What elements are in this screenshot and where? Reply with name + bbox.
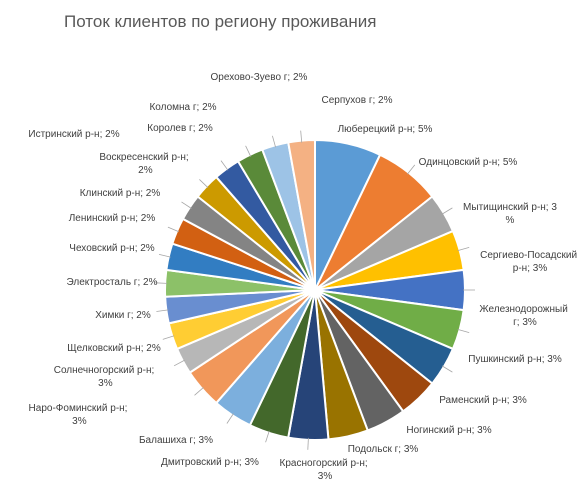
slice-label: Одинцовский р-н; 5%: [419, 157, 518, 168]
slice-label: Пушкинский р-н; 3%: [468, 354, 562, 365]
leader-line: [194, 387, 204, 396]
slice-label: Солнечногорский р-н; 3%: [54, 365, 155, 389]
leader-line: [457, 247, 470, 251]
leader-line: [155, 282, 168, 284]
slice-label: Дмитровский р-н; 3%: [161, 457, 259, 468]
slice-label: Истринский р-н; 2%: [28, 129, 119, 140]
leader-line: [167, 226, 180, 233]
slice-label: Сергиево-Посадский р-н; 3%: [480, 250, 580, 274]
leader-line: [300, 130, 303, 143]
leader-line: [226, 413, 234, 424]
slice-label: Балашиха г; 3%: [139, 435, 213, 446]
slice-label: Клинский р-н; 2%: [80, 188, 161, 199]
slice-label: Королев г; 2%: [147, 123, 213, 134]
pie-slices: [164, 138, 466, 441]
leader-line: [265, 430, 270, 443]
slice-label: Чеховский р-н; 2%: [69, 243, 155, 254]
slice-label: Коломна г; 2%: [149, 102, 216, 113]
slice-label: Электросталь г; 2%: [67, 277, 158, 288]
leader-line: [173, 359, 185, 367]
leader-line: [156, 309, 169, 312]
slice-labels: Люберецкий р-н; 5% Одинцовский р-н; 5% Мыт…: [28, 72, 579, 482]
slice-label: Красногорский р-н; 3%: [280, 458, 371, 482]
slice-label: Серпухов г; 2%: [322, 95, 393, 106]
slice-label: Ногинский р-н; 3%: [406, 425, 491, 436]
slice-label: Воскресенский р-н; 2%: [99, 152, 188, 176]
leader-line: [199, 179, 209, 188]
slice-label: Ленинский р-н; 2%: [69, 213, 156, 224]
slice-label: Раменский р-н; 3%: [439, 395, 527, 406]
chart-title: Поток клиентов по региону проживания: [64, 12, 377, 31]
slice-label: Химки г; 2%: [95, 310, 151, 321]
leader-line: [245, 145, 252, 157]
leader-line: [406, 164, 416, 175]
slice-label: Мытищинский р-н; 3%: [463, 202, 557, 226]
leader-line: [441, 365, 453, 373]
leader-lines: [155, 130, 475, 450]
leader-line: [272, 135, 276, 148]
leader-line: [220, 160, 229, 171]
leader-line: [162, 335, 175, 340]
leader-line: [181, 201, 192, 209]
slice-label: Железнодорожный г; 3%: [479, 304, 570, 328]
slice-label: Орехово-Зуево г; 2%: [211, 72, 308, 83]
leader-line: [158, 254, 171, 258]
slice-label: Подольск г; 3%: [348, 444, 419, 455]
slice-label: Люберецкий р-н; 5%: [338, 123, 433, 135]
leader-line: [441, 207, 453, 215]
slice-label: Наро-Фоминский р-н; 3%: [29, 403, 128, 427]
slice-label: Щелковский р-н; 2%: [67, 343, 161, 354]
leader-line: [457, 329, 470, 333]
leader-line: [307, 437, 309, 450]
